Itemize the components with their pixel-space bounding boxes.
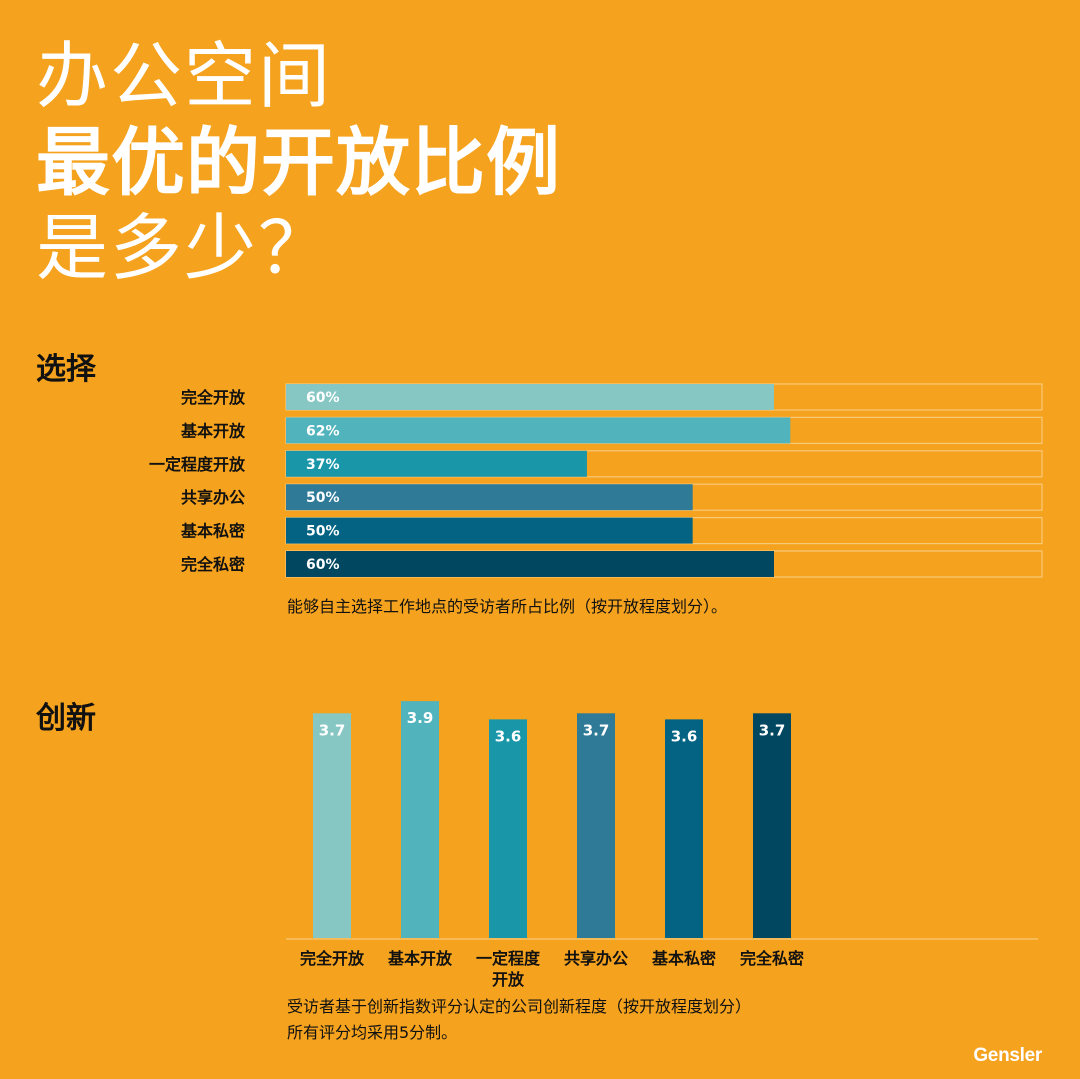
- category-label: 共享办公: [181, 488, 245, 507]
- category-label: 基本开放: [387, 949, 453, 968]
- innovation-bar-chart: 3.7 完全开放 3.9 基本开放 3.6 一定程度开放 3.7 共享办公 3.6 基本私密 3.7…: [286, 701, 1038, 989]
- bar: [577, 713, 615, 938]
- innovation-heading: 创新: [36, 701, 96, 736]
- category-label: 完全开放: [300, 949, 365, 968]
- category-label: 完全开放: [181, 388, 246, 407]
- bar: [286, 484, 693, 511]
- category-label: 完全私密: [181, 555, 245, 574]
- value-label: 3.9: [407, 709, 434, 727]
- choice-bar-chart: 完全开放 60% 基本开放 62% 一定程度开放 37% 共享办公 50% 基本私密 50% 完全私…: [149, 383, 1043, 578]
- bar: [286, 551, 774, 577]
- gensler-logo: Gensler: [973, 1045, 1042, 1066]
- bar: [753, 713, 791, 938]
- title-line-1: 办公空间: [36, 34, 333, 118]
- value-label: 62%: [306, 423, 340, 439]
- innovation-caption-line-2: 所有评分均采用5分制。: [287, 1022, 458, 1042]
- bar: [489, 719, 527, 938]
- category-label: 基本私密: [651, 949, 716, 968]
- category-label: 基本私密: [180, 522, 245, 541]
- value-label: 3.6: [671, 727, 698, 745]
- innovation-caption-line-1: 受访者基于创新指数评分认定的公司创新程度（按开放程度划分）: [287, 997, 752, 1016]
- value-label: 3.6: [495, 727, 522, 745]
- bar: [286, 517, 693, 544]
- bar: [313, 713, 351, 938]
- value-label: 60%: [306, 390, 340, 406]
- category-label: 共享办公: [564, 949, 628, 968]
- innovation-caption: 受访者基于创新指数评分认定的公司创新程度（按开放程度划分） 所有评分均采用5分制…: [287, 994, 751, 1045]
- title-line-3: 是多少？: [36, 206, 333, 290]
- value-label: 37%: [306, 457, 340, 473]
- bar: [665, 719, 703, 938]
- value-label: 50%: [306, 490, 340, 506]
- bar: [286, 384, 774, 410]
- bar: [286, 417, 791, 444]
- category-label: 一定程度: [476, 949, 541, 968]
- bar: [401, 701, 439, 938]
- value-label: 50%: [306, 524, 340, 540]
- category-label: 完全私密: [740, 949, 804, 968]
- category-label: 基本开放: [180, 421, 246, 440]
- value-label: 3.7: [583, 721, 610, 739]
- title-line-2: 最优的开放比例: [36, 120, 561, 206]
- value-label: 60%: [306, 557, 340, 573]
- bar: [286, 450, 587, 477]
- category-label: 开放: [492, 970, 525, 989]
- value-label: 3.7: [759, 721, 786, 739]
- choice-caption: 能够自主选择工作地点的受访者所占比例（按开放程度划分）。: [287, 597, 728, 616]
- choice-heading: 选择: [36, 352, 96, 387]
- category-label: 一定程度开放: [149, 455, 246, 474]
- value-label: 3.7: [319, 721, 346, 739]
